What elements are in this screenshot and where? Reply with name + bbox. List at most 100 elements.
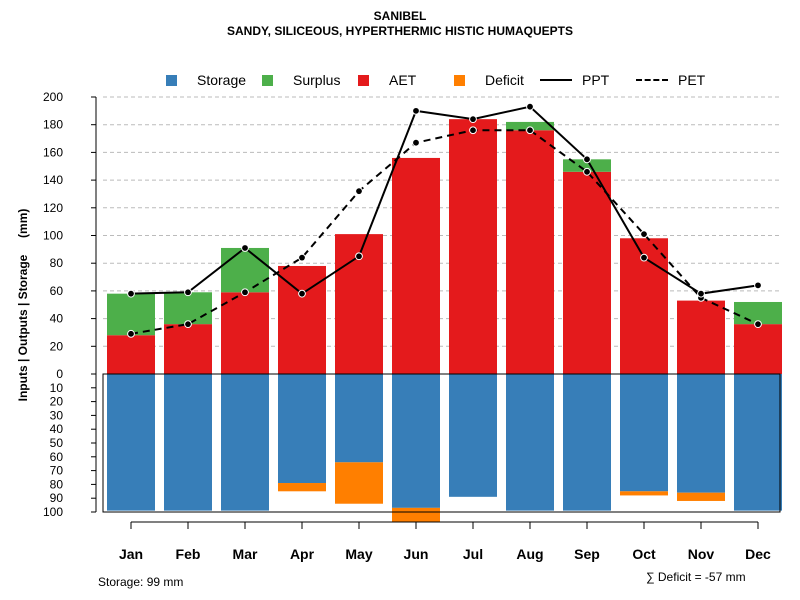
pet-point	[355, 187, 363, 196]
x-tick-label: Jan	[119, 546, 143, 562]
pet-point	[640, 230, 648, 239]
x-tick-label: Jun	[404, 546, 429, 562]
aet-bar	[506, 130, 554, 374]
deficit-bar	[392, 507, 440, 522]
pet-point	[526, 126, 534, 135]
deficit-bar	[335, 462, 383, 504]
x-tick-label: Apr	[290, 546, 315, 562]
ppt-line	[130, 105, 759, 295]
legend-line-pet	[636, 79, 668, 81]
pet-point	[469, 126, 477, 135]
bar-layer	[107, 119, 782, 522]
storage-bar	[734, 374, 782, 511]
legend-item-aet: AET	[358, 71, 416, 89]
aet-bar	[563, 171, 611, 374]
surplus-bar	[164, 292, 212, 325]
y-tick-label: 160	[43, 145, 63, 159]
storage-bar	[506, 374, 554, 511]
aet-bar	[221, 292, 269, 374]
legend-label-surplus: Surplus	[293, 72, 341, 88]
y-tick-label: 100	[43, 505, 63, 519]
legend-label-pet: PET	[678, 72, 706, 88]
y-tick-label: 80	[50, 477, 64, 491]
y-tick-label: 140	[43, 173, 63, 187]
legend-item-pet: PET	[636, 71, 705, 89]
x-tick-label: Mar	[233, 546, 258, 562]
y-tick-label: 50	[50, 436, 64, 450]
y-tick-label: 90	[50, 491, 64, 505]
y-tick-label: 180	[43, 118, 63, 132]
y-tick-label: 60	[50, 284, 64, 298]
surplus-bar	[221, 247, 269, 293]
ppt-point	[697, 289, 705, 298]
legend-item-surplus: Surplus	[262, 71, 340, 89]
y-tick-label: 70	[50, 464, 64, 478]
x-tick-label: Jul	[463, 546, 483, 562]
deficit-note: ∑ Deficit = -57 mm	[646, 570, 746, 584]
surplus-bar	[506, 121, 554, 131]
axes-layer: 0204060801001201401601802001020304050607…	[43, 90, 771, 562]
aet-bar	[677, 300, 725, 374]
legend-item-storage: Storage	[166, 71, 246, 89]
deficit-bar	[278, 483, 326, 492]
legend-swatch-deficit	[454, 74, 465, 86]
storage-bar	[221, 374, 269, 511]
legend-label-deficit: Deficit	[485, 72, 524, 88]
x-tick-label: May	[345, 546, 372, 562]
x-tick-label: Oct	[632, 546, 656, 562]
line-layer	[127, 102, 762, 338]
storage-bar	[677, 374, 725, 493]
ppt-point	[412, 106, 420, 115]
ppt-point	[241, 244, 249, 252]
pet-point	[298, 253, 306, 262]
pet-point	[127, 329, 135, 338]
aet-bar	[164, 324, 212, 374]
chart-title: SANIBEL	[373, 9, 427, 23]
storage-bar	[449, 374, 497, 497]
ppt-point	[754, 281, 762, 290]
y-tick-label: 10	[50, 381, 64, 395]
y-tick-label: 40	[50, 312, 64, 326]
pet-point	[241, 288, 249, 297]
legend-label-aet: AET	[389, 72, 417, 88]
pet-line	[130, 129, 759, 335]
storage-bar	[278, 374, 326, 484]
plot-frame	[102, 373, 781, 513]
y-tick-label: 20	[50, 339, 64, 353]
y-tick-label: 0	[56, 367, 63, 381]
ppt-point	[526, 102, 534, 111]
legend-line-ppt	[540, 79, 572, 81]
x-tick-label: Aug	[516, 546, 543, 562]
ppt-point	[640, 253, 648, 262]
storage-bar	[164, 374, 212, 511]
deficit-bar	[677, 492, 725, 501]
y-tick-label: 120	[43, 201, 63, 215]
storage-note: Storage: 99 mm	[98, 575, 184, 589]
pet-point	[583, 167, 591, 176]
deficit-bar	[620, 491, 668, 496]
storage-bar	[563, 374, 611, 511]
y-tick-label: 200	[43, 90, 63, 104]
aet-bar	[734, 324, 782, 374]
y-tick-label: 40	[50, 422, 64, 436]
chart-legend: Storage Surplus AET Deficit PPT PET	[0, 71, 800, 89]
legend-item-ppt: PPT	[540, 71, 609, 89]
y-tick-label: 60	[50, 450, 64, 464]
ppt-point	[469, 115, 477, 124]
storage-bar	[620, 374, 668, 492]
storage-bar	[392, 374, 440, 508]
legend-item-deficit: Deficit	[454, 71, 524, 89]
x-tick-label: Dec	[745, 546, 771, 562]
ppt-point	[583, 155, 591, 164]
legend-swatch-aet	[358, 74, 369, 86]
legend-label-storage: Storage	[197, 72, 247, 88]
storage-bar	[335, 374, 383, 463]
x-tick-label: Sep	[574, 546, 600, 562]
y-tick-label: 30	[50, 408, 64, 422]
x-tick-label: Nov	[688, 546, 715, 562]
pet-point	[412, 138, 420, 147]
ppt-point	[298, 289, 306, 298]
ppt-point	[355, 252, 363, 261]
ppt-point	[127, 289, 135, 298]
